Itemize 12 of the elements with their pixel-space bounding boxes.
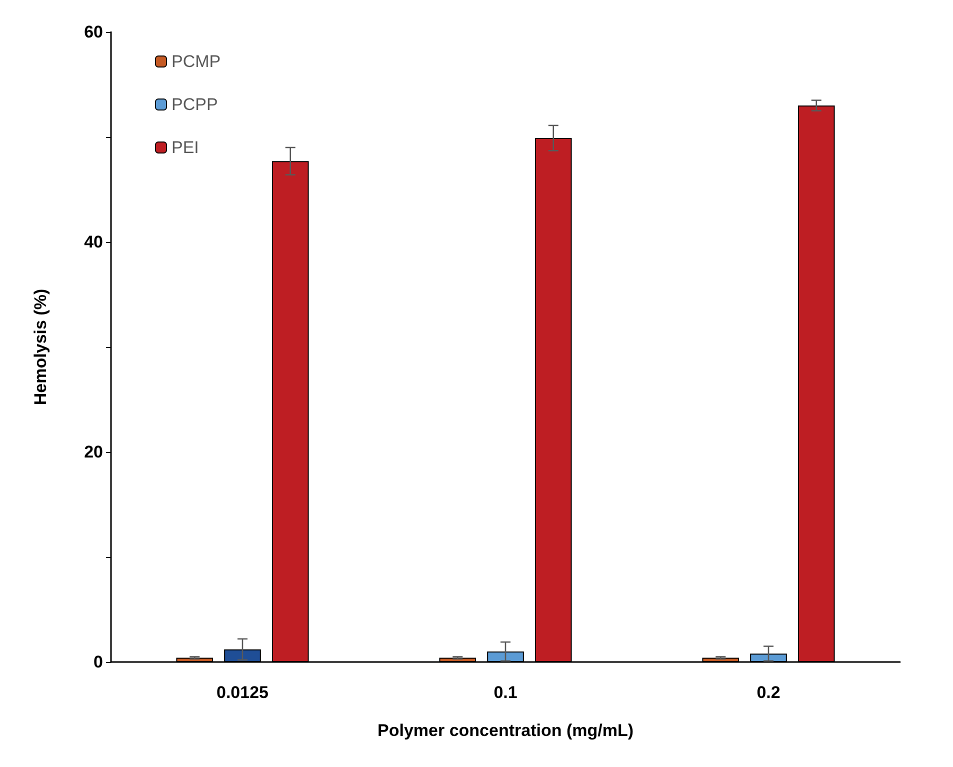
x-tick-label: 0.0125 xyxy=(216,683,268,702)
legend-label: PEI xyxy=(172,138,199,157)
x-axis-title: Polymer concentration (mg/mL) xyxy=(378,721,634,740)
legend-label: PCPP xyxy=(172,95,218,114)
y-tick-label: 0 xyxy=(94,652,103,672)
x-tick-label: 0.2 xyxy=(756,683,780,702)
legend-label: PCMP xyxy=(172,52,221,71)
y-tick-label: 40 xyxy=(84,232,103,252)
y-axis-title: Hemolysis (%) xyxy=(31,288,50,406)
y-tick-label: 60 xyxy=(84,22,103,42)
x-tick-label: 0.1 xyxy=(494,683,518,702)
y-tick-label: 20 xyxy=(84,442,103,462)
